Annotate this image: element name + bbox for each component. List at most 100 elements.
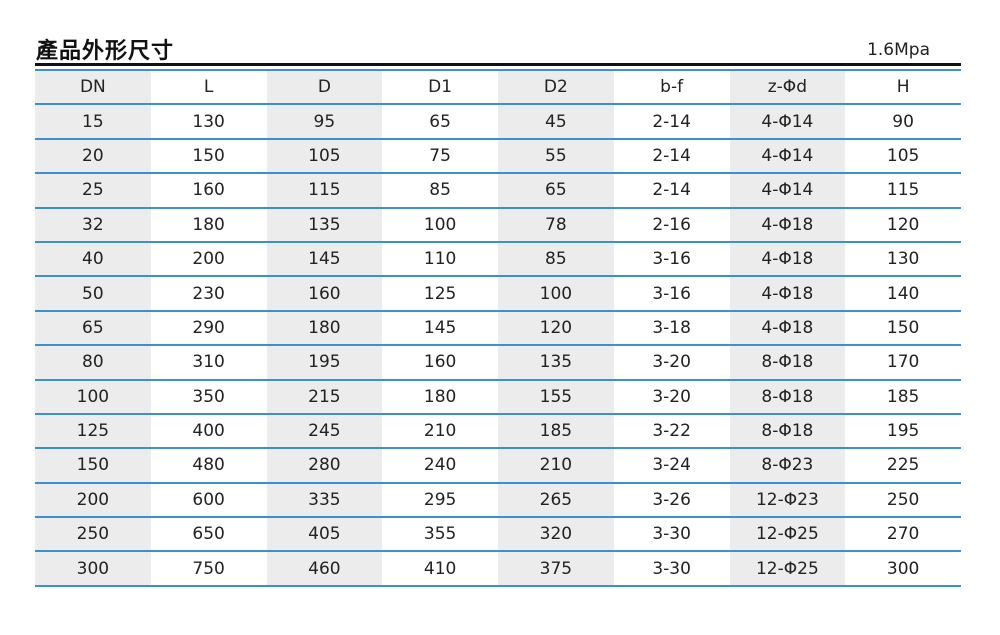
table-row: 25 160 115 85 65 2-14 4-Φ14 115 bbox=[35, 173, 961, 209]
table-cell: 3-24 bbox=[613, 448, 730, 484]
table-row: 50 230 160 125 100 3-16 4-Φ18 140 bbox=[35, 276, 961, 312]
table-cell: 400 bbox=[150, 413, 267, 450]
table-cell: 335 bbox=[266, 482, 383, 519]
table-cell: 85 bbox=[382, 173, 498, 209]
table-cell: 200 bbox=[35, 482, 151, 519]
table-cell: 2-14 bbox=[613, 173, 730, 209]
table-cell: 4-Φ18 bbox=[729, 276, 846, 312]
table-cell: 55 bbox=[498, 138, 614, 175]
table-cell: 45 bbox=[498, 104, 614, 140]
table-row: 100 350 215 180 155 3-20 8-Φ18 185 bbox=[35, 379, 961, 415]
table-row: 80 310 195 160 135 3-20 8-Φ18 170 bbox=[35, 345, 961, 381]
column-header: D1 bbox=[382, 70, 498, 106]
table-row: 65 290 180 145 120 3-18 4-Φ18 150 bbox=[35, 310, 961, 347]
table-cell: 115 bbox=[845, 173, 961, 209]
table-cell: 210 bbox=[498, 448, 614, 484]
table-row: 20 150 105 75 55 2-14 4-Φ14 105 bbox=[35, 138, 961, 175]
heading-divider bbox=[35, 63, 961, 66]
table-cell: 8-Φ18 bbox=[729, 379, 846, 415]
column-header: L bbox=[150, 70, 267, 106]
table-row: 125 400 245 210 185 3-22 8-Φ18 195 bbox=[35, 413, 961, 450]
table-cell: 8-Φ18 bbox=[729, 345, 846, 381]
table-cell: 120 bbox=[845, 207, 961, 243]
table-cell: 300 bbox=[845, 551, 961, 587]
table-cell: 195 bbox=[266, 345, 383, 381]
table-cell: 195 bbox=[845, 413, 961, 450]
table-cell: 750 bbox=[150, 551, 267, 587]
column-header: D2 bbox=[498, 70, 614, 106]
table-cell: 250 bbox=[845, 482, 961, 519]
table-cell: 250 bbox=[35, 517, 151, 553]
table-cell: 80 bbox=[35, 345, 151, 381]
table-cell: 145 bbox=[382, 310, 498, 347]
table-cell: 295 bbox=[382, 482, 498, 519]
table-cell: 85 bbox=[498, 241, 614, 278]
table-cell: 3-16 bbox=[613, 241, 730, 278]
table-cell: 4-Φ14 bbox=[729, 138, 846, 175]
table-cell: 405 bbox=[266, 517, 383, 553]
table-cell: 3-20 bbox=[613, 379, 730, 415]
table-cell: 4-Φ14 bbox=[729, 104, 846, 140]
table-cell: 410 bbox=[382, 551, 498, 587]
table-cell: 320 bbox=[498, 517, 614, 553]
table-cell: 180 bbox=[150, 207, 267, 243]
table-cell: 160 bbox=[382, 345, 498, 381]
table-cell: 280 bbox=[266, 448, 383, 484]
table-cell: 115 bbox=[266, 173, 383, 209]
table-cell: 290 bbox=[150, 310, 267, 347]
table-cell: 185 bbox=[498, 413, 614, 450]
table-cell: 2-16 bbox=[613, 207, 730, 243]
table-cell: 150 bbox=[845, 310, 961, 347]
table-cell: 225 bbox=[845, 448, 961, 484]
table-cell: 8-Φ18 bbox=[729, 413, 846, 450]
table-row: 250 650 405 355 320 3-30 12-Φ25 270 bbox=[35, 517, 961, 553]
table-cell: 75 bbox=[382, 138, 498, 175]
table-cell: 300 bbox=[35, 551, 151, 587]
header-row: DN L D D1 D2 b-f z-Φd H bbox=[35, 70, 961, 106]
table-cell: 160 bbox=[150, 173, 267, 209]
pressure-rating: 1.6Mpa bbox=[867, 40, 930, 60]
table-row: 150 480 280 240 210 3-24 8-Φ23 225 bbox=[35, 448, 961, 484]
table-cell: 245 bbox=[266, 413, 383, 450]
table-cell: 130 bbox=[150, 104, 267, 140]
table-cell: 170 bbox=[845, 345, 961, 381]
table-cell: 3-16 bbox=[613, 276, 730, 312]
table-cell: 65 bbox=[498, 173, 614, 209]
table-cell: 375 bbox=[498, 551, 614, 587]
table-cell: 140 bbox=[845, 276, 961, 312]
table-cell: 90 bbox=[845, 104, 961, 140]
table-cell: 50 bbox=[35, 276, 151, 312]
table-row: 32 180 135 100 78 2-16 4-Φ18 120 bbox=[35, 207, 961, 243]
table-row: 40 200 145 110 85 3-16 4-Φ18 130 bbox=[35, 241, 961, 278]
table-cell: 12-Φ25 bbox=[729, 551, 846, 587]
table-cell: 3-30 bbox=[613, 551, 730, 587]
table-cell: 4-Φ18 bbox=[729, 207, 846, 243]
table-row: 200 600 335 295 265 3-26 12-Φ23 250 bbox=[35, 482, 961, 519]
table-cell: 2-14 bbox=[613, 104, 730, 140]
table-cell: 185 bbox=[845, 379, 961, 415]
column-header: D bbox=[266, 70, 383, 106]
page-title: 產品外形尺寸 bbox=[36, 39, 175, 64]
table-cell: 100 bbox=[498, 276, 614, 312]
table-cell: 350 bbox=[150, 379, 267, 415]
table-cell: 40 bbox=[35, 241, 151, 278]
table-row: 300 750 460 410 375 3-30 12-Φ25 300 bbox=[35, 551, 961, 587]
column-header: b-f bbox=[613, 70, 730, 106]
table-cell: 150 bbox=[35, 448, 151, 484]
table-cell: 155 bbox=[498, 379, 614, 415]
table-cell: 215 bbox=[266, 379, 383, 415]
table-cell: 310 bbox=[150, 345, 267, 381]
table-cell: 600 bbox=[150, 482, 267, 519]
table-cell: 8-Φ23 bbox=[729, 448, 846, 484]
table-cell: 100 bbox=[382, 207, 498, 243]
table-cell: 210 bbox=[382, 413, 498, 450]
table-cell: 78 bbox=[498, 207, 614, 243]
table-cell: 270 bbox=[845, 517, 961, 553]
table-cell: 12-Φ25 bbox=[729, 517, 846, 553]
column-header: DN bbox=[35, 70, 151, 106]
table-cell: 120 bbox=[498, 310, 614, 347]
table-cell: 100 bbox=[35, 379, 151, 415]
table-cell: 65 bbox=[382, 104, 498, 140]
table-cell: 125 bbox=[382, 276, 498, 312]
table-cell: 25 bbox=[35, 173, 151, 209]
